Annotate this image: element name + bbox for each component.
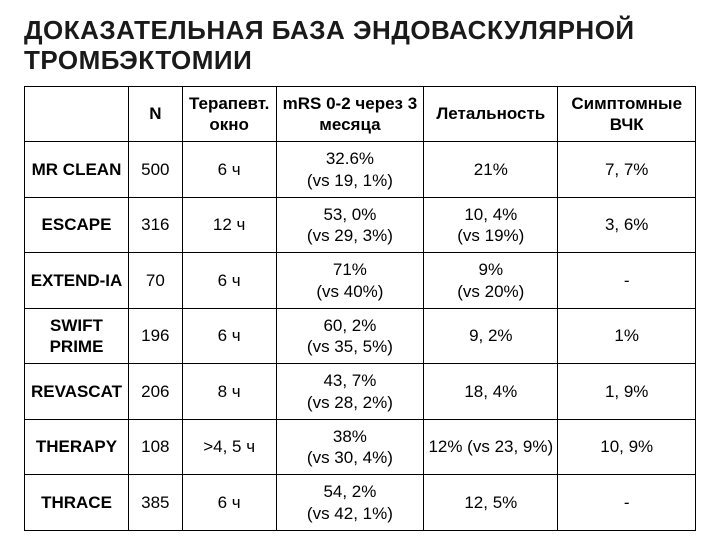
cell-lethality: 9, 2% xyxy=(424,308,558,364)
cell-lethality: 9%(vs 20%) xyxy=(424,253,558,309)
cell-window: >4, 5 ч xyxy=(182,419,276,475)
cell-ich: 1, 9% xyxy=(558,364,696,420)
cell-mrs: 38%(vs 30, 4%) xyxy=(276,419,424,475)
cell-window: 6 ч xyxy=(182,475,276,531)
cell-trial: REVASCAT xyxy=(25,364,129,420)
cell-n: 108 xyxy=(129,419,183,475)
cell-window: 8 ч xyxy=(182,364,276,420)
cell-window: 6 ч xyxy=(182,308,276,364)
cell-mrs: 60, 2%(vs 35, 5%) xyxy=(276,308,424,364)
cell-lethality: 12, 5% xyxy=(424,475,558,531)
cell-trial: ESCAPE xyxy=(25,197,129,253)
cell-ich: 10, 9% xyxy=(558,419,696,475)
cell-trial: SWIFT PRIME xyxy=(25,308,129,364)
col-header-ich: Симптомные ВЧК xyxy=(558,86,696,142)
table-row: ESCAPE 316 12 ч 53, 0%(vs 29, 3%) 10, 4%… xyxy=(25,197,696,253)
table-row: EXTEND-IA 70 6 ч 71%(vs 40%) 9%(vs 20%) … xyxy=(25,253,696,309)
cell-ich: - xyxy=(558,253,696,309)
table-row: MR CLEAN 500 6 ч 32.6%(vs 19, 1%) 21% 7,… xyxy=(25,142,696,198)
cell-ich: - xyxy=(558,475,696,531)
cell-trial: THERAPY xyxy=(25,419,129,475)
col-header-lethality: Летальность xyxy=(424,86,558,142)
cell-mrs: 54, 2%(vs 42, 1%) xyxy=(276,475,424,531)
cell-n: 196 xyxy=(129,308,183,364)
cell-n: 385 xyxy=(129,475,183,531)
col-header-trial xyxy=(25,86,129,142)
cell-mrs: 32.6%(vs 19, 1%) xyxy=(276,142,424,198)
cell-mrs: 71%(vs 40%) xyxy=(276,253,424,309)
cell-trial: THRACE xyxy=(25,475,129,531)
cell-ich: 7, 7% xyxy=(558,142,696,198)
col-header-mrs: mRS 0-2 через 3 месяца xyxy=(276,86,424,142)
col-header-window: Терапевт. окно xyxy=(182,86,276,142)
cell-window: 6 ч xyxy=(182,253,276,309)
cell-lethality: 12% (vs 23, 9%) xyxy=(424,419,558,475)
cell-window: 6 ч xyxy=(182,142,276,198)
table-row: THRACE 385 6 ч 54, 2%(vs 42, 1%) 12, 5% … xyxy=(25,475,696,531)
cell-mrs: 53, 0%(vs 29, 3%) xyxy=(276,197,424,253)
col-header-n: N xyxy=(129,86,183,142)
cell-n: 500 xyxy=(129,142,183,198)
slide-title: ДОКАЗАТЕЛЬНАЯ БАЗА ЭНДОВАСКУЛЯРНОЙ ТРОМБ… xyxy=(24,16,696,76)
table-row: REVASCAT 206 8 ч 43, 7%(vs 28, 2%) 18, 4… xyxy=(25,364,696,420)
evidence-table: N Терапевт. окно mRS 0-2 через 3 месяца … xyxy=(24,86,696,531)
cell-lethality: 18, 4% xyxy=(424,364,558,420)
cell-lethality: 21% xyxy=(424,142,558,198)
cell-ich: 3, 6% xyxy=(558,197,696,253)
cell-trial: EXTEND-IA xyxy=(25,253,129,309)
cell-n: 70 xyxy=(129,253,183,309)
cell-lethality: 10, 4%(vs 19%) xyxy=(424,197,558,253)
cell-n: 206 xyxy=(129,364,183,420)
cell-n: 316 xyxy=(129,197,183,253)
cell-window: 12 ч xyxy=(182,197,276,253)
cell-trial: MR CLEAN xyxy=(25,142,129,198)
table-header-row: N Терапевт. окно mRS 0-2 через 3 месяца … xyxy=(25,86,696,142)
table-row: THERAPY 108 >4, 5 ч 38%(vs 30, 4%) 12% (… xyxy=(25,419,696,475)
cell-ich: 1% xyxy=(558,308,696,364)
cell-mrs: 43, 7%(vs 28, 2%) xyxy=(276,364,424,420)
table-row: SWIFT PRIME 196 6 ч 60, 2%(vs 35, 5%) 9,… xyxy=(25,308,696,364)
